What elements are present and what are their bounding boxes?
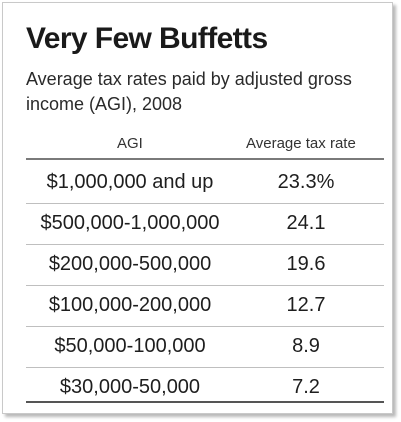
column-header-agi: AGI	[117, 135, 143, 152]
table-cell-tax-rate: 23.3%	[277, 171, 335, 193]
table-cell-agi: $100,000-200,000	[48, 294, 212, 316]
graphic-frame	[2, 2, 393, 414]
header-rule	[26, 158, 384, 160]
chart-subtitle: Average tax rates paid by adjusted gross…	[26, 69, 352, 114]
table-cell-agi: $200,000-500,000	[48, 253, 212, 275]
table-cell-tax-rate: 8.9	[292, 335, 320, 357]
table-cell-agi: $50,000-100,000	[54, 335, 206, 357]
table-cell-tax-rate: 24.1	[286, 212, 326, 234]
row-divider	[26, 285, 384, 286]
table-cell-agi: $30,000-50,000	[59, 376, 201, 398]
row-divider	[26, 203, 384, 204]
row-divider	[26, 244, 384, 245]
table-cell-tax-rate: 7.2	[292, 376, 320, 398]
table-cell-agi: $1,000,000 and up	[46, 171, 214, 193]
table-cell-tax-rate: 12.7	[286, 294, 326, 316]
row-divider	[26, 367, 384, 368]
chart-title: Very Few Buffetts	[26, 22, 268, 55]
row-divider	[26, 326, 384, 327]
table-cell-tax-rate: 19.6	[286, 253, 326, 275]
column-header-average-tax-rate: Average tax rate	[246, 135, 356, 152]
footer-rule	[26, 401, 384, 403]
table-cell-agi: $500,000-1,000,000	[40, 212, 220, 234]
